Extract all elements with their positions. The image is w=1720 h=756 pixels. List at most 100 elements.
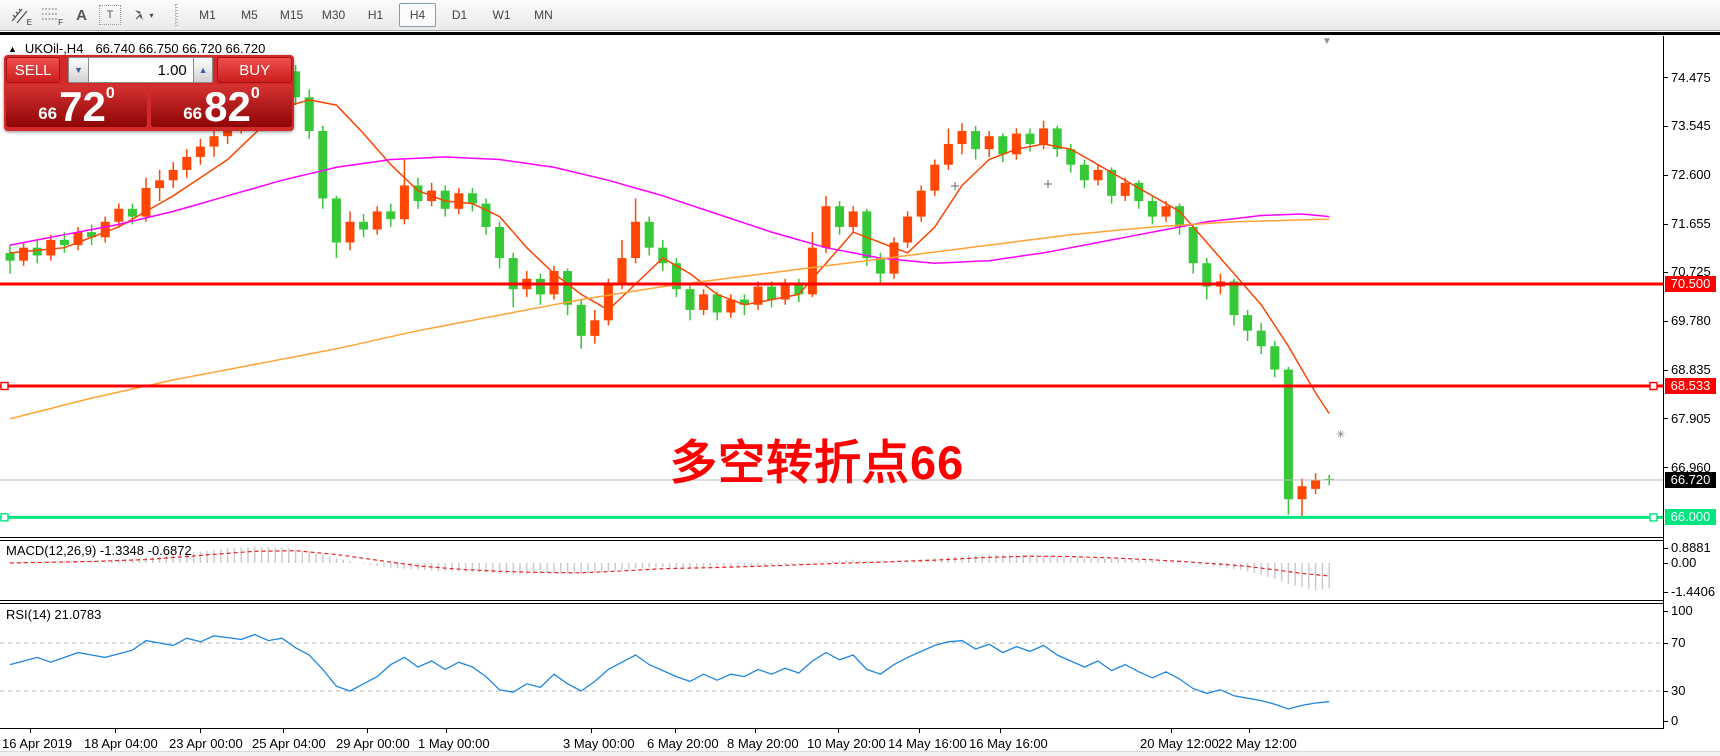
macd-axis-label: 0.8881 (1671, 540, 1711, 555)
price-axis-tick (1664, 223, 1668, 225)
volume-decrease-icon[interactable]: ▼ (68, 57, 89, 83)
plus-marker (1044, 180, 1052, 188)
rsi-axis-tick (1664, 691, 1668, 692)
scroll-to-end-icon: ▼ (1322, 36, 1332, 47)
time-axis-label: 25 Apr 04:00 (252, 736, 326, 751)
buy-price-display[interactable]: 66 82 0 (151, 85, 292, 128)
price-axis-tick (1664, 320, 1668, 322)
time-axis-label: 20 May 12:00 (1140, 736, 1219, 751)
time-axis-label: 3 May 00:00 (563, 736, 635, 751)
volume-input[interactable] (88, 57, 193, 83)
buy-button[interactable]: BUY (217, 57, 293, 83)
rsi-axis-label: 100 (1671, 603, 1693, 618)
timeframe-button-mn[interactable]: MN (534, 8, 553, 22)
time-axis-label: 14 May 16:00 (888, 736, 967, 751)
price-axis-label: 73.545 (1671, 118, 1711, 134)
price-axis-label: 67.905 (1671, 410, 1711, 426)
rsi-axis-label: 70 (1671, 635, 1686, 650)
macd-axis-tick (1664, 592, 1668, 593)
time-axis-label: 16 Apr 2019 (2, 736, 73, 751)
time-axis-tick (446, 729, 447, 733)
ohlc-values: 66.740 66.750 66.720 66.720 (95, 41, 266, 56)
star-marker: ✳ (1336, 429, 1345, 441)
price-axis-label: 66.960 (1671, 459, 1711, 475)
time-axis-tick (755, 729, 756, 733)
price-axis[interactable]: 74.475 73.545 72.600 71.655 70.725 69.780 68.8… (1664, 36, 1720, 752)
time-axis-tick (675, 729, 676, 733)
drawing-toolbar: E F A T ▾ M1 M5 M15 M30 H1 H4 D1 W1 MN (0, 0, 1720, 31)
price-axis-tick (1664, 418, 1668, 420)
rsi-line (9, 633, 1330, 710)
time-axis-tick (367, 729, 368, 733)
sell-price-prefix: 66 (38, 104, 58, 123)
time-axis-label: 22 May 12:00 (1218, 736, 1297, 751)
price-axis-tick (1664, 125, 1668, 127)
rsi-axis-label: 30 (1671, 683, 1686, 698)
text-label-icon[interactable]: A (76, 6, 87, 24)
time-axis-label: 23 Apr 00:00 (169, 736, 243, 751)
rsi-axis-tick (1664, 643, 1668, 644)
panel-border (0, 537, 1663, 538)
sell-price-display[interactable]: 66 72 0 (6, 83, 147, 130)
timeframe-button-m15[interactable]: M15 (279, 8, 304, 22)
toolbar-separator (0, 32, 1720, 35)
timeframe-button-m30[interactable]: M30 (321, 8, 346, 22)
time-axis-label: 10 May 20:00 (807, 736, 886, 751)
price-axis-tick (1664, 174, 1668, 176)
time-axis-tick (838, 729, 839, 733)
macd-indicator-canvas[interactable] (0, 541, 1663, 599)
price-tag-70.500: 70.500 (1665, 276, 1716, 292)
time-axis-tick (919, 729, 920, 733)
collapse-panel-icon[interactable]: ▲ (8, 43, 17, 54)
rsi-axis-tick (1664, 611, 1668, 612)
time-axis-label: 29 Apr 00:00 (336, 736, 410, 751)
macd-axis-label: -1.4406 (1671, 584, 1716, 599)
price-tag-68.533: 68.533 (1665, 378, 1716, 394)
timeframe-button-m1[interactable]: M1 (199, 8, 216, 22)
time-axis-tick (1000, 729, 1001, 733)
timeframe-button-h4[interactable]: H4 (399, 3, 436, 27)
price-axis-tick (1664, 369, 1668, 371)
timeframe-button-d1[interactable]: D1 (451, 8, 468, 22)
volume-increase-icon[interactable]: ▲ (192, 57, 214, 83)
time-axis-label: 6 May 20:00 (647, 736, 719, 751)
rsi-label: RSI(14) 21.0783 (6, 607, 102, 622)
price-axis-label: 68.835 (1671, 362, 1711, 378)
macd-label: MACD(12,26,9) -1.3348 -0.6872 (6, 543, 192, 558)
timeframe-button-w1[interactable]: W1 (492, 8, 511, 22)
ma-mid-line (9, 156, 1330, 265)
one-click-trading-panel: SELL ▼ ▲ BUY 66 72 0 66 82 0 (4, 55, 294, 131)
rsi-indicator-canvas[interactable] (0, 604, 1663, 728)
sell-button[interactable]: SELL (6, 57, 61, 83)
time-axis-tick (591, 729, 592, 733)
macd-axis-tick (1664, 563, 1668, 564)
timeframe-button-h1[interactable]: H1 (367, 8, 384, 22)
panel-border (0, 728, 1663, 729)
buy-price-sup: 0 (250, 85, 260, 102)
panel-border (0, 603, 1663, 604)
macd-axis-tick (1664, 548, 1668, 549)
buy-price-prefix: 66 (183, 104, 203, 123)
chevron-down-icon: ▾ (149, 10, 154, 20)
sell-price-big: 72 (59, 83, 106, 130)
time-axis-tick (30, 729, 31, 733)
equidistant-channel-icon[interactable]: E (6, 3, 33, 27)
arrow-objects-icon[interactable]: ▾ (125, 3, 161, 27)
window-bottom-strip (0, 751, 1720, 756)
macd-histogram (9, 546, 1330, 591)
text-box-icon[interactable]: T (99, 5, 121, 25)
price-tag-66.720: 66.720 (1665, 472, 1716, 489)
price-axis-border (1663, 36, 1664, 729)
toolbar-drag-handle[interactable] (175, 4, 181, 26)
price-axis-label: 70.725 (1671, 264, 1711, 280)
macd-axis-label: 0.00 (1671, 555, 1697, 570)
plus-marker (951, 182, 959, 190)
rsi-axis-tick (1664, 721, 1668, 722)
timeframe-button-m5[interactable]: M5 (241, 8, 258, 22)
time-axis-tick (1249, 729, 1250, 733)
panel-border (0, 540, 1663, 541)
time-axis-tick (283, 729, 284, 733)
price-axis-tick (1664, 271, 1668, 273)
fibonacci-icon[interactable]: F (37, 3, 64, 27)
rsi-axis-label: 0 (1671, 713, 1679, 728)
